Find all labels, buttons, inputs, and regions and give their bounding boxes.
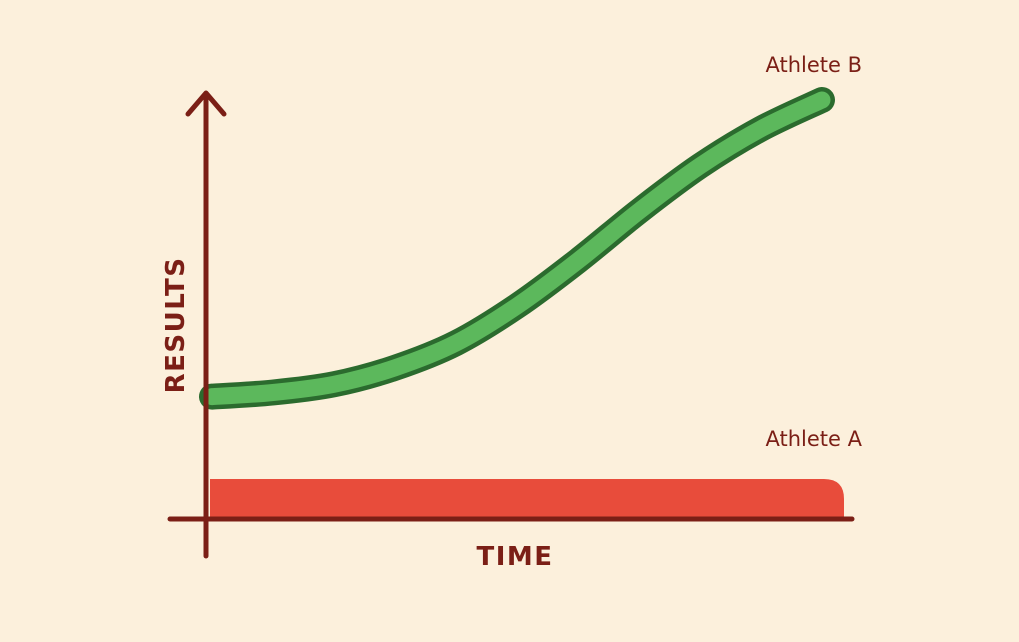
x-axis-label: TIME xyxy=(476,542,553,572)
athlete-a-bar xyxy=(210,478,844,517)
y-axis-label: RESULTS xyxy=(161,257,191,394)
series-label-athlete-b: Athlete B xyxy=(765,53,862,77)
series-label-athlete-a: Athlete A xyxy=(766,427,863,451)
y-axis-arrowhead xyxy=(185,90,227,117)
athlete-b-line xyxy=(203,91,831,406)
